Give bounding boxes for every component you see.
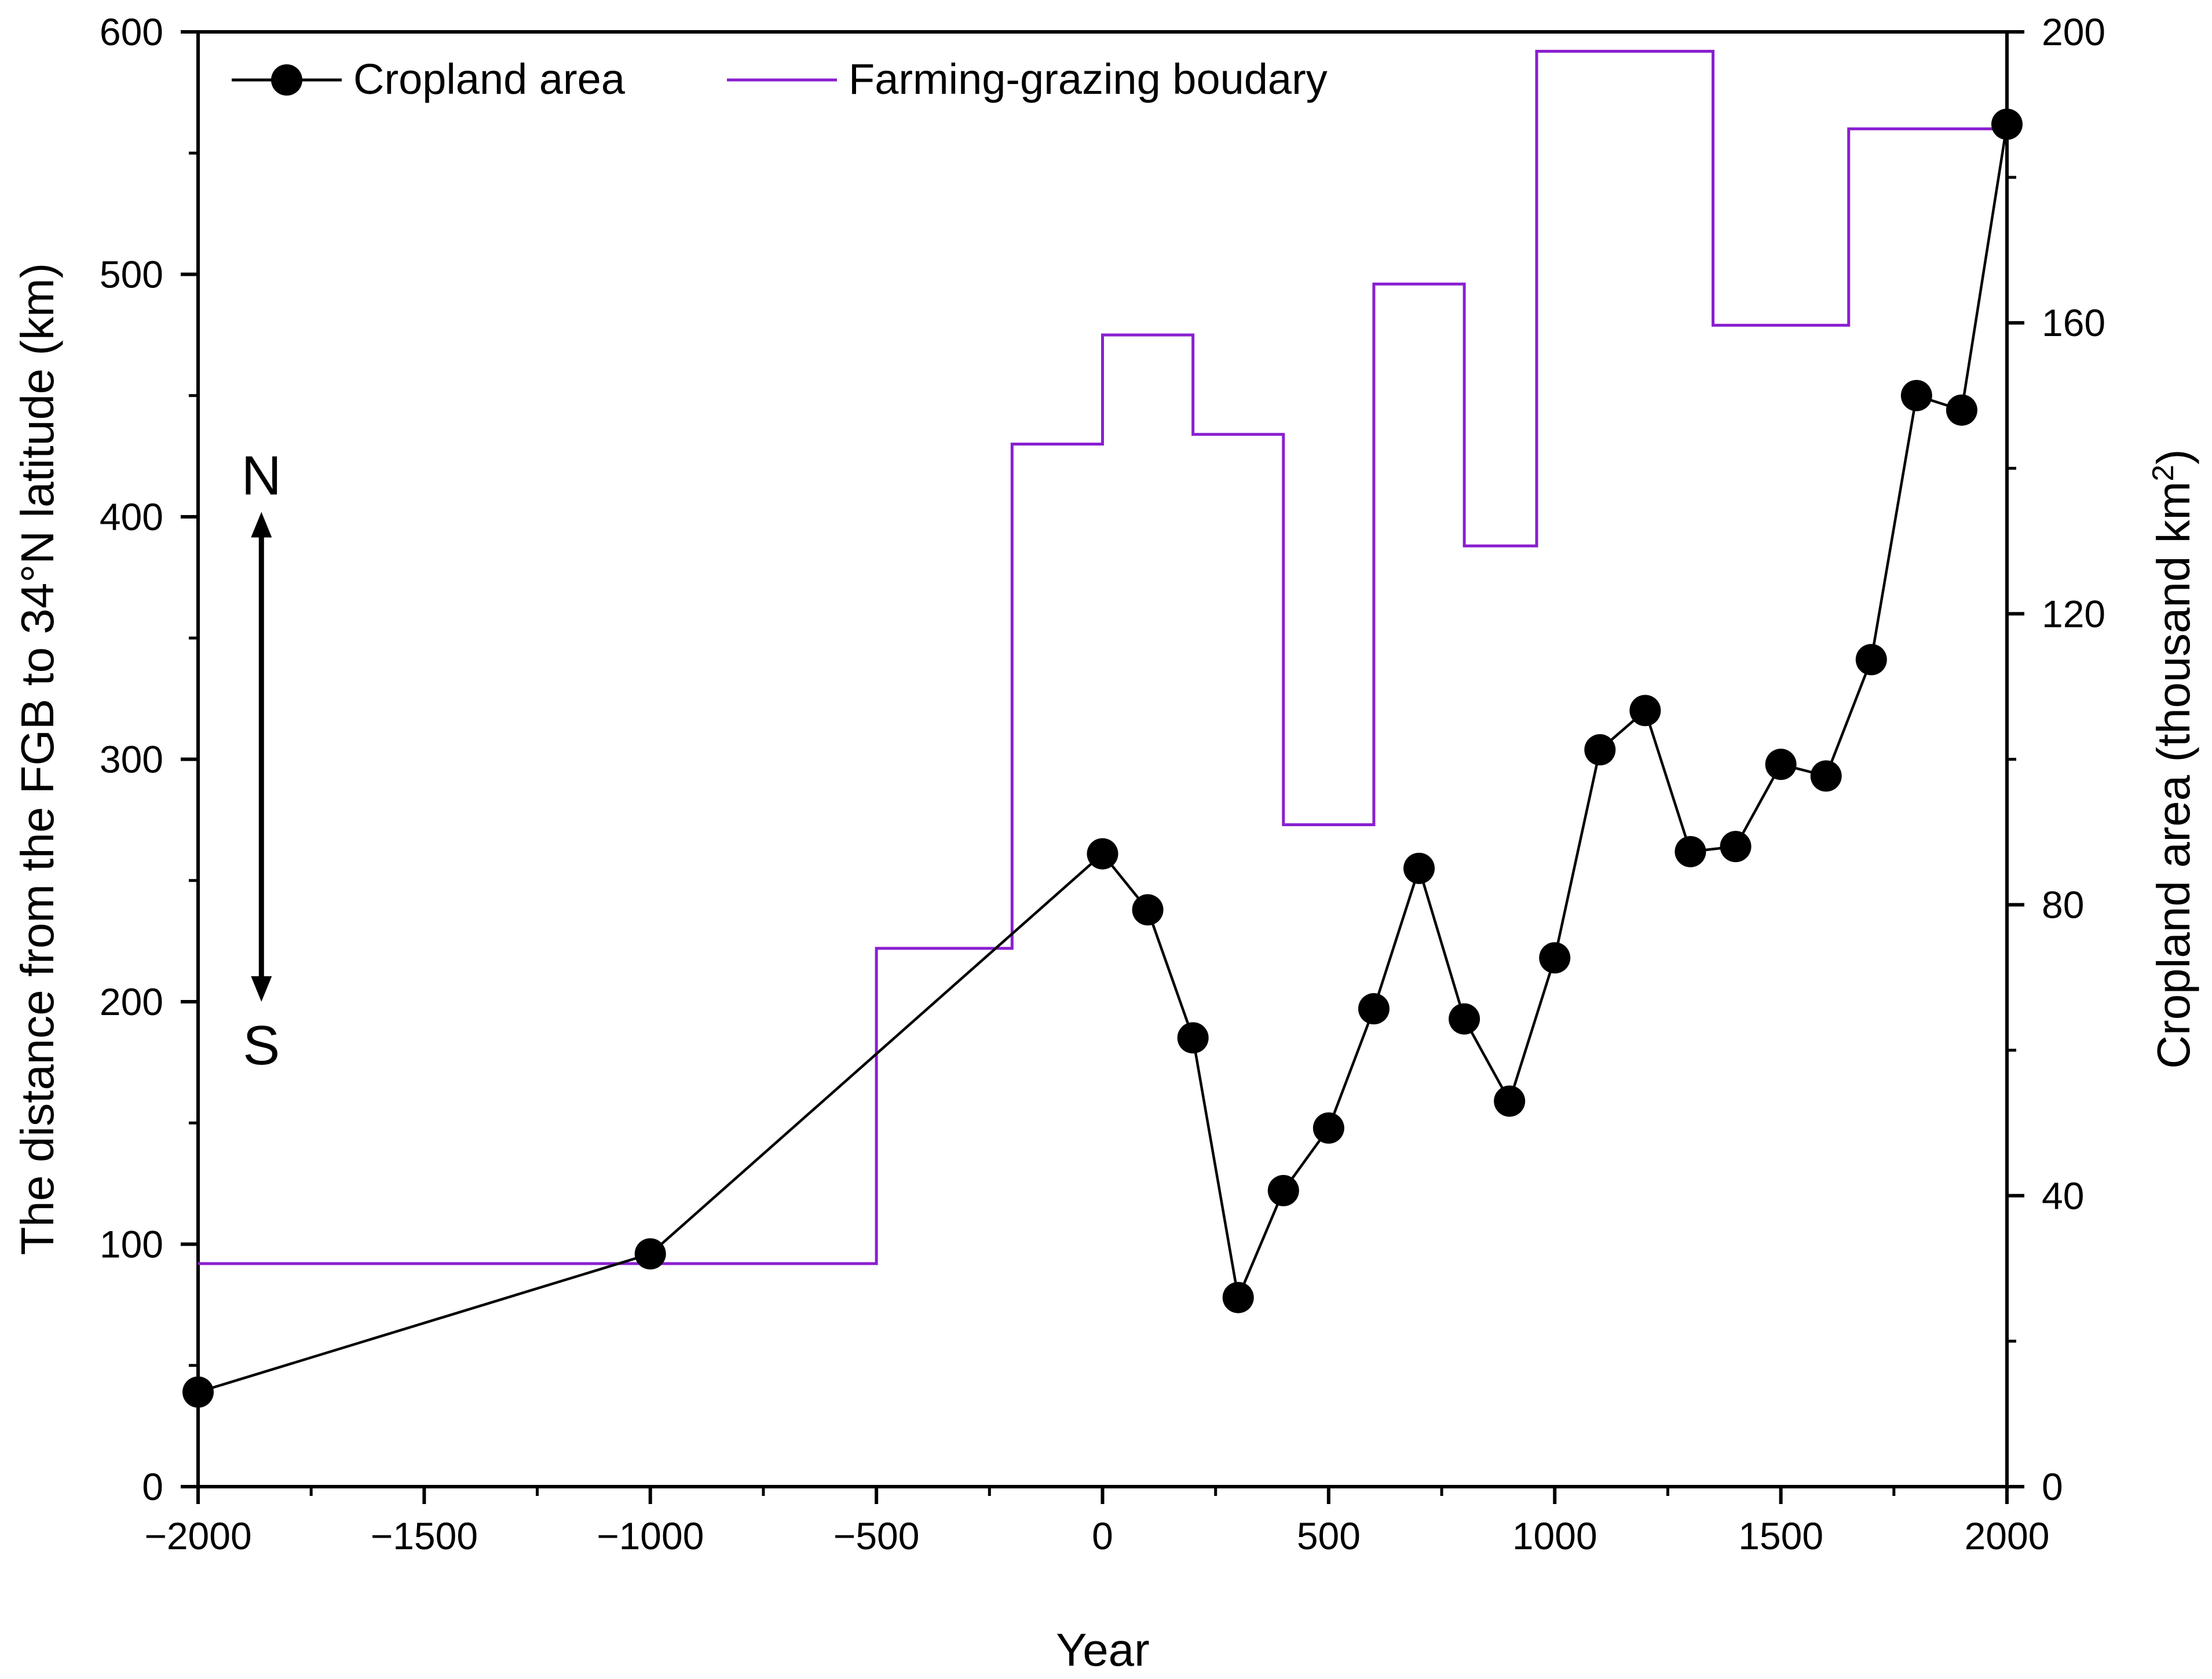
left-y-tick-label: 600 [100, 10, 163, 53]
cropland-point [1765, 749, 1797, 780]
cropland-point [634, 1238, 666, 1270]
left-y-tick-label: 100 [100, 1223, 163, 1266]
right-y-ticks: 0 40 80 120 160 200 [2007, 10, 2105, 1508]
north-south-arrow [251, 512, 272, 1002]
x-axis-title: Year [1056, 1624, 1150, 1676]
cropland-point [1087, 838, 1118, 870]
right-y-tick-label: 120 [2042, 592, 2105, 635]
x-tick-label: 0 [1092, 1514, 1113, 1557]
cropland-point [1177, 1022, 1209, 1054]
boundary-step-line [198, 49, 2007, 1265]
cropland-point [1267, 1175, 1299, 1207]
left-y-tick-label: 500 [100, 253, 163, 296]
right-y-axis-title-close: ) [2148, 449, 2199, 465]
cropland-point [1403, 852, 1435, 884]
series-cropland-area [182, 108, 2023, 1408]
cropland-point [1494, 1085, 1526, 1117]
x-tick-label: 1000 [1512, 1514, 1597, 1557]
left-y-ticks: 0 100 200 300 400 500 600 [100, 10, 198, 1508]
cropland-point [1946, 394, 1977, 426]
x-tick-label: 500 [1297, 1514, 1361, 1557]
right-y-tick-label: 40 [2042, 1174, 2084, 1217]
x-tick-label: −500 [833, 1514, 920, 1557]
cropland-point [1449, 1003, 1480, 1035]
cropland-point [1629, 695, 1661, 727]
right-y-axis-title-sup: 2 [2147, 465, 2180, 481]
right-y-tick-label: 0 [2042, 1465, 2063, 1508]
cropland-line [198, 124, 2009, 1393]
x-tick-label: 1500 [1738, 1514, 1823, 1557]
legend-boundary-label: Farming-grazing boudary [849, 55, 1328, 103]
cropland-point [1222, 1282, 1254, 1313]
right-y-tick-label: 200 [2042, 10, 2105, 53]
cropland-point [1358, 993, 1390, 1025]
cropland-point [1539, 942, 1571, 974]
x-tick-label: 2000 [1965, 1514, 2050, 1557]
cropland-point [182, 1376, 214, 1408]
x-tick-label: −1000 [597, 1514, 704, 1557]
cropland-point [1584, 734, 1616, 766]
legend-cropland-label: Cropland area [353, 55, 626, 103]
cropland-point [1132, 894, 1164, 926]
legend-cropland-marker [271, 64, 302, 96]
right-y-axis-title-main: Cropland area (thousand km [2148, 481, 2199, 1069]
x-tick-label: −1500 [371, 1514, 478, 1557]
left-y-tick-label: 200 [100, 980, 163, 1023]
right-y-tick-label: 80 [2042, 884, 2084, 926]
north-arrowhead [251, 512, 272, 538]
cropland-point [1674, 835, 1706, 867]
x-ticks: −2000 −1500 −1000 −500 0 500 1000 1500 2000 [144, 1487, 2049, 1557]
legend: Cropland area Farming-grazing boudary [232, 55, 1328, 103]
left-y-tick-label: 0 [142, 1465, 163, 1508]
right-y-tick-label: 160 [2042, 301, 2105, 344]
south-arrowhead [251, 976, 272, 1002]
left-y-tick-label: 400 [100, 495, 163, 538]
cropland-point [1720, 831, 1752, 863]
left-y-axis-title: The distance from the FGB to 34°N latitu… [12, 263, 63, 1255]
x-tick-label: −2000 [144, 1514, 251, 1557]
cropland-point [1991, 108, 2023, 140]
south-label: S [243, 1014, 280, 1076]
right-y-axis-title: Cropland area (thousand km2) [2147, 449, 2199, 1068]
cropland-point [1855, 644, 1887, 676]
cropland-point [1810, 760, 1842, 792]
left-y-tick-label: 300 [100, 738, 163, 781]
north-label: N [242, 445, 281, 507]
series-farming-grazing-boundary [198, 49, 2007, 1265]
cropland-point [1312, 1112, 1344, 1144]
cropland-point [1900, 379, 1932, 411]
